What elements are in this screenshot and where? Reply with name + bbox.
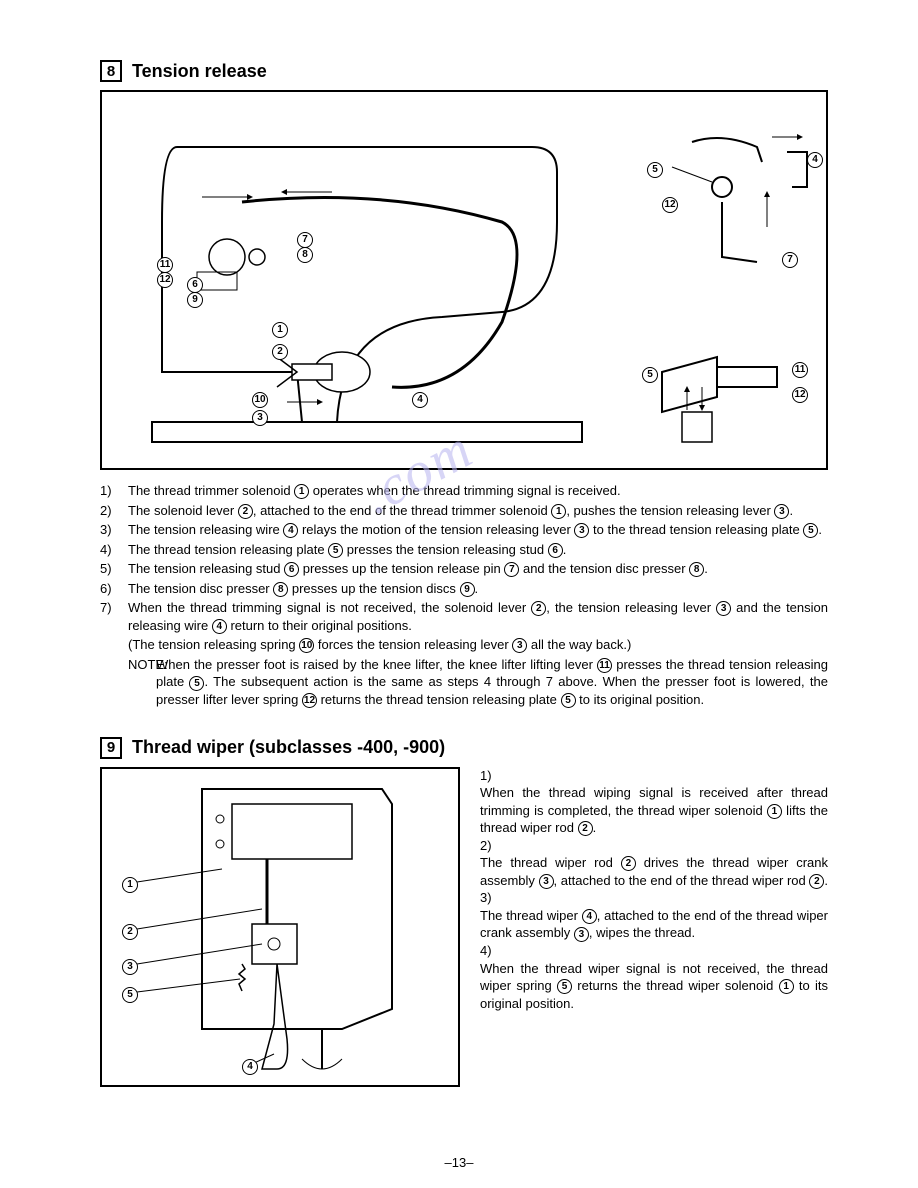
diagram-callout: 10: [252, 392, 268, 408]
diagram-callout: 4: [807, 152, 823, 168]
instruction-note: NOTE:When the presser foot is raised by …: [100, 656, 828, 709]
diagram-svg: [102, 92, 822, 468]
diagram-callout: 12: [662, 197, 678, 213]
section-8: 8 Tension release: [100, 60, 828, 709]
diagram-callout: 3: [252, 410, 268, 426]
diagram-callout: 12: [792, 387, 808, 403]
step-text: The thread trimmer solenoid 1 operates w…: [128, 482, 828, 500]
diagram-callout: 7: [782, 252, 798, 268]
section-8-heading: 8 Tension release: [100, 60, 828, 82]
step-text: The tension releasing stud 6 presses up …: [128, 560, 828, 578]
note-label: NOTE:: [100, 656, 156, 709]
section-8-instructions: 1)The thread trimmer solenoid 1 operates…: [100, 482, 828, 709]
diagram-callout: 8: [297, 247, 313, 263]
step-text: The tension disc presser 8 presses up th…: [128, 580, 828, 598]
substep-text: (The tension releasing spring 10 forces …: [128, 636, 828, 654]
step-text: The thread tension releasing plate 5 pre…: [128, 541, 828, 559]
diagram-callout: 3: [122, 959, 138, 975]
diagram-callout: 6: [187, 277, 203, 293]
section-9-title: Thread wiper (subclasses -400, -900): [132, 737, 445, 758]
instruction-step: 4)The thread tension releasing plate 5 p…: [100, 541, 828, 559]
instruction-substep: (The tension releasing spring 10 forces …: [100, 636, 828, 654]
instruction-step: 2)The solenoid lever 2, attached to the …: [100, 502, 828, 520]
step-text: When the thread wiper signal is not rece…: [480, 960, 828, 1013]
instruction-step: 2)The thread wiper rod 2 drives the thre…: [480, 837, 828, 890]
step-text: The tension releasing wire 4 relays the …: [128, 521, 828, 539]
step-number: 1): [100, 482, 128, 500]
diagram-callout: 2: [272, 344, 288, 360]
diagram-callout: 11: [792, 362, 808, 378]
step-number: 5): [100, 560, 128, 578]
instruction-step: 6)The tension disc presser 8 presses up …: [100, 580, 828, 598]
step-number: 2): [100, 502, 128, 520]
section-8-title: Tension release: [132, 61, 267, 82]
diagram-callout: 7: [297, 232, 313, 248]
note-text: When the presser foot is raised by the k…: [156, 656, 828, 709]
step-text: The thread wiper 4, attached to the end …: [480, 907, 828, 942]
instruction-step: 4)When the thread wiper signal is not re…: [480, 942, 828, 1012]
step-number: 7): [100, 599, 128, 634]
step-number: 3): [100, 521, 128, 539]
diagram-svg-9: [102, 769, 458, 1085]
instruction-step: 3)The thread wiper 4, attached to the en…: [480, 889, 828, 942]
diagram-callout: 1: [122, 877, 138, 893]
instruction-step: 3)The tension releasing wire 4 relays th…: [100, 521, 828, 539]
diagram-callout: 4: [242, 1059, 258, 1075]
step-text: When the thread trimming signal is not r…: [128, 599, 828, 634]
instruction-step: 5)The tension releasing stud 6 presses u…: [100, 560, 828, 578]
diagram-callout: 5: [642, 367, 658, 383]
step-number: 6): [100, 580, 128, 598]
thread-wiper-diagram: 1 2 3 5 4: [100, 767, 460, 1087]
tension-release-diagram: 111278691210345412751112: [100, 90, 828, 470]
section-9-heading: 9 Thread wiper (subclasses -400, -900): [100, 737, 828, 759]
instruction-step: 7)When the thread trimming signal is not…: [100, 599, 828, 634]
section-8-number: 8: [100, 60, 122, 82]
step-number: 4): [480, 942, 828, 960]
section-9-number: 9: [100, 737, 122, 759]
step-number: 4): [100, 541, 128, 559]
section-9-instructions: 1)When the thread wiping signal is recei…: [480, 767, 828, 1013]
step-text: The solenoid lever 2, attached to the en…: [128, 502, 828, 520]
step-number: 2): [480, 837, 828, 855]
diagram-callout: 9: [187, 292, 203, 308]
page-number: –13–: [0, 1155, 918, 1170]
step-number: 1): [480, 767, 828, 785]
diagram-callout: 2: [122, 924, 138, 940]
instruction-step: 1)When the thread wiping signal is recei…: [480, 767, 828, 837]
diagram-callout: 1: [272, 322, 288, 338]
instruction-step: 1)The thread trimmer solenoid 1 operates…: [100, 482, 828, 500]
diagram-callout: 12: [157, 272, 173, 288]
section-9: 9 Thread wiper (subclasses -400, -900): [100, 737, 828, 1087]
diagram-callout: 5: [647, 162, 663, 178]
diagram-callout: 11: [157, 257, 173, 273]
step-text: The thread wiper rod 2 drives the thread…: [480, 854, 828, 889]
diagram-callout: 5: [122, 987, 138, 1003]
step-number: 3): [480, 889, 828, 907]
diagram-callout: 4: [412, 392, 428, 408]
step-text: When the thread wiping signal is receive…: [480, 784, 828, 837]
